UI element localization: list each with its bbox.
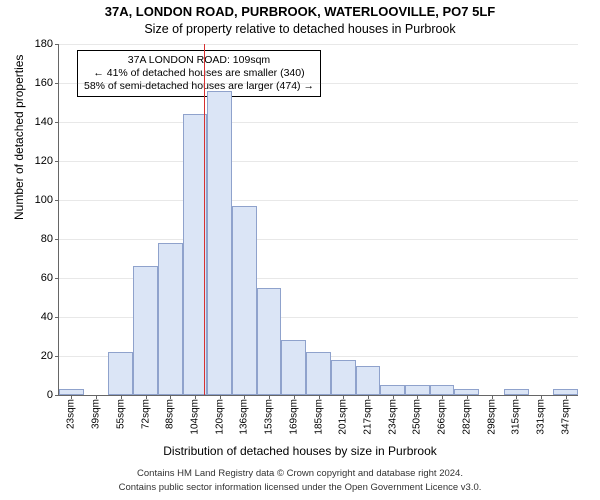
histogram-bar [430,385,455,395]
ytick-label: 80 [41,233,53,245]
xtick-label: 72sqm [140,399,151,429]
ytick-mark [55,44,59,45]
ytick-label: 40 [41,311,53,323]
xtick-label: 39sqm [91,399,102,429]
xtick-label: 282sqm [461,399,472,435]
xtick-label: 136sqm [239,399,250,435]
xtick-label: 347sqm [560,399,571,435]
gridline [59,239,578,240]
xtick-label: 315sqm [511,399,522,435]
ytick-mark [55,161,59,162]
annotation-box: 37A LONDON ROAD: 109sqm ← 41% of detache… [77,50,321,97]
ytick-label: 100 [35,194,53,206]
ytick-mark [55,356,59,357]
ytick-label: 180 [35,38,53,50]
annotation-line1: 37A LONDON ROAD: 109sqm [84,54,314,67]
title-main: 37A, LONDON ROAD, PURBROOK, WATERLOOVILL… [0,4,600,19]
ytick-mark [55,395,59,396]
ytick-mark [55,200,59,201]
ytick-mark [55,83,59,84]
histogram-bar [405,385,430,395]
y-axis-label: Number of detached properties [12,55,26,220]
xtick-label: 266sqm [437,399,448,435]
xtick-label: 201sqm [338,399,349,435]
footnote-line1: Contains HM Land Registry data © Crown c… [0,468,600,479]
xtick-label: 23sqm [66,399,77,429]
histogram-bar [207,91,232,395]
histogram-bar [158,243,183,395]
gridline [59,200,578,201]
xtick-label: 153sqm [264,399,275,435]
ytick-label: 160 [35,77,53,89]
ytick-mark [55,239,59,240]
chart-plot-area: 37A LONDON ROAD: 109sqm ← 41% of detache… [58,44,578,396]
ytick-mark [55,317,59,318]
histogram-bar [356,366,381,395]
xtick-label: 298sqm [486,399,497,435]
xtick-label: 185sqm [313,399,324,435]
histogram-bar [331,360,356,395]
xtick-label: 234sqm [387,399,398,435]
xtick-label: 331sqm [535,399,546,435]
histogram-bar [108,352,133,395]
histogram-bar [380,385,405,395]
histogram-bar [133,266,158,395]
histogram-bar [232,206,257,395]
footnote-line2: Contains public sector information licen… [0,482,600,493]
gridline [59,83,578,84]
histogram-bar [306,352,331,395]
xtick-label: 104sqm [189,399,200,435]
ytick-mark [55,122,59,123]
ytick-label: 0 [47,389,53,401]
gridline [59,122,578,123]
annotation-line2: ← 41% of detached houses are smaller (34… [84,67,314,80]
ytick-mark [55,278,59,279]
gridline [59,161,578,162]
xtick-label: 88sqm [165,399,176,429]
title-sub: Size of property relative to detached ho… [0,22,600,36]
marker-line [204,44,205,395]
xtick-label: 250sqm [412,399,423,435]
gridline [59,44,578,45]
ytick-label: 140 [35,116,53,128]
ytick-label: 20 [41,350,53,362]
histogram-bar [281,340,306,395]
histogram-bar [257,288,282,395]
ytick-label: 60 [41,272,53,284]
xtick-label: 169sqm [288,399,299,435]
ytick-label: 120 [35,155,53,167]
x-axis-label: Distribution of detached houses by size … [0,444,600,458]
xtick-label: 120sqm [214,399,225,435]
xtick-label: 217sqm [362,399,373,435]
xtick-label: 55sqm [115,399,126,429]
